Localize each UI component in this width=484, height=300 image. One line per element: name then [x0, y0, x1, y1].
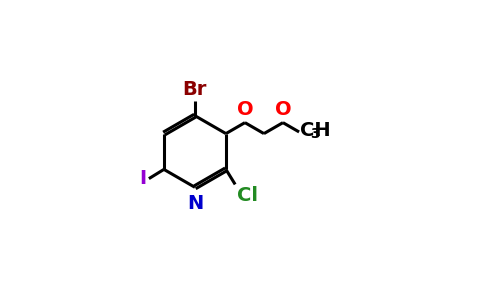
Text: Cl: Cl [238, 186, 258, 205]
Text: I: I [139, 169, 146, 188]
Text: O: O [274, 100, 291, 119]
Text: N: N [187, 194, 203, 213]
Text: 3: 3 [310, 127, 319, 141]
Text: O: O [237, 100, 253, 119]
Text: Br: Br [183, 80, 207, 99]
Text: CH: CH [300, 121, 331, 140]
